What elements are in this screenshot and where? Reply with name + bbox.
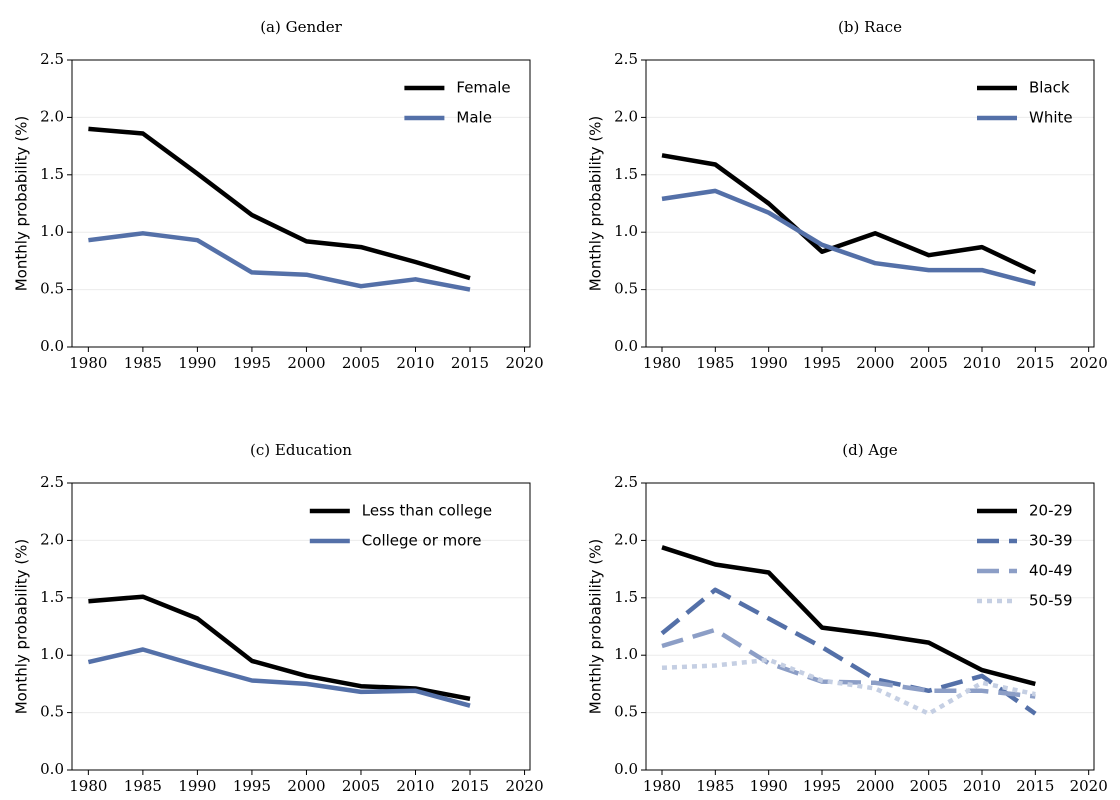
x-tick-label: 2020 xyxy=(1070,777,1108,795)
x-tick-label: 2005 xyxy=(342,354,380,372)
x-tick-label: 2015 xyxy=(1016,777,1054,795)
y-tick-label: 2.0 xyxy=(614,530,638,548)
x-tick-label: 1980 xyxy=(643,777,681,795)
y-tick-label: 0.0 xyxy=(40,760,64,778)
x-tick-label: 1985 xyxy=(124,777,162,795)
data-line xyxy=(88,126,471,281)
legend-label: 20-29 xyxy=(1029,502,1073,520)
legend-label: White xyxy=(1029,109,1073,127)
x-tick-label: 1990 xyxy=(750,354,788,372)
x-tick-label: 2005 xyxy=(910,777,948,795)
x-tick-label: 2020 xyxy=(505,354,543,372)
x-tick-label: 2000 xyxy=(856,777,894,795)
data-line xyxy=(88,594,471,702)
x-tick-label: 1980 xyxy=(643,354,681,372)
x-tick-label: 2010 xyxy=(963,354,1001,372)
axes-frame xyxy=(71,482,531,771)
y-tick-label: 2.0 xyxy=(40,530,64,548)
x-tick-label: 2000 xyxy=(856,354,894,372)
x-tick-label: 2000 xyxy=(287,354,325,372)
panel: (d) Age Monthly probability (%) 0.0 0.5 1.0 1… xyxy=(587,441,1108,795)
x-tick-label: 2005 xyxy=(342,777,380,795)
y-tick-label: 2.5 xyxy=(40,473,64,491)
y-tick-label: 1.5 xyxy=(40,165,64,183)
x-tick-label: 1985 xyxy=(696,777,734,795)
legend-label: College or more xyxy=(362,532,482,550)
panel-title: (b) Race xyxy=(838,18,902,36)
x-tick-label: 1985 xyxy=(124,354,162,372)
y-axis-label: Monthly probability (%) xyxy=(587,116,605,292)
x-tick-label: 1995 xyxy=(803,354,841,372)
x-tick-label: 1990 xyxy=(178,777,216,795)
y-axis-label: Monthly probability (%) xyxy=(13,539,31,715)
y-tick-label: 1.5 xyxy=(614,588,638,606)
legend-label: Black xyxy=(1029,79,1070,97)
data-line xyxy=(87,647,471,708)
x-tick-label: 1990 xyxy=(178,354,216,372)
y-tick-label: 1.5 xyxy=(614,165,638,183)
x-tick-label: 2020 xyxy=(1070,354,1108,372)
y-tick-label: 0.5 xyxy=(40,280,64,298)
x-tick-label: 1980 xyxy=(69,354,107,372)
panel: (b) Race Monthly probability (%) 0.0 0.5 1.0… xyxy=(587,18,1108,372)
x-tick-label: 2020 xyxy=(505,777,543,795)
x-tick-label: 2015 xyxy=(451,354,489,372)
axes-frame xyxy=(645,482,1095,771)
x-tick-label: 2010 xyxy=(963,777,1001,795)
y-tick-label: 0.0 xyxy=(40,337,64,355)
x-tick-label: 1995 xyxy=(803,777,841,795)
data-line xyxy=(661,188,1036,287)
y-tick-label: 1.0 xyxy=(40,222,64,240)
data-line xyxy=(661,153,1037,275)
y-tick-label: 0.0 xyxy=(614,337,638,355)
axes-frame xyxy=(71,59,531,348)
y-tick-label: 1.0 xyxy=(614,222,638,240)
panel-title: (a) Gender xyxy=(260,18,342,36)
panel-title: (c) Education xyxy=(250,441,352,459)
data-line xyxy=(88,231,471,292)
y-tick-label: 2.0 xyxy=(614,107,638,125)
x-tick-label: 1985 xyxy=(696,354,734,372)
data-line xyxy=(661,657,1036,716)
data-line xyxy=(661,545,1036,687)
legend-label: Female xyxy=(456,79,510,97)
x-tick-label: 2010 xyxy=(396,777,434,795)
y-tick-label: 0.5 xyxy=(40,703,64,721)
x-tick-label: 2010 xyxy=(396,354,434,372)
y-tick-label: 1.0 xyxy=(614,645,638,663)
legend-label: Less than college xyxy=(362,502,492,520)
x-tick-label: 1995 xyxy=(233,777,271,795)
y-tick-label: 2.0 xyxy=(40,107,64,125)
y-tick-label: 0.5 xyxy=(614,280,638,298)
legend-label: 30-39 xyxy=(1029,532,1073,550)
panel: (c) Education Monthly probability (%) 0.0 0… xyxy=(13,441,544,795)
x-tick-label: 2015 xyxy=(451,777,489,795)
legend-label: Male xyxy=(456,109,492,127)
panel-title: (d) Age xyxy=(842,441,898,459)
y-tick-label: 2.5 xyxy=(614,50,638,68)
x-tick-label: 1990 xyxy=(750,777,788,795)
y-tick-label: 2.5 xyxy=(614,473,638,491)
x-tick-label: 2000 xyxy=(287,777,325,795)
x-tick-label: 1995 xyxy=(233,354,271,372)
y-tick-label: 1.5 xyxy=(40,588,64,606)
x-tick-label: 1980 xyxy=(69,777,107,795)
y-tick-label: 2.5 xyxy=(40,50,64,68)
data-line xyxy=(660,587,1037,716)
legend-label: 50-59 xyxy=(1029,592,1073,610)
x-tick-label: 2005 xyxy=(910,354,948,372)
data-line xyxy=(661,627,1036,699)
y-tick-label: 0.5 xyxy=(614,703,638,721)
y-axis-label: Monthly probability (%) xyxy=(587,539,605,715)
x-tick-label: 2015 xyxy=(1016,354,1054,372)
y-tick-label: 1.0 xyxy=(40,645,64,663)
axes-frame xyxy=(645,59,1095,348)
y-tick-label: 0.0 xyxy=(614,760,638,778)
panel: (a) Gender Monthly probability (%) 0.0 0.5 1… xyxy=(13,18,544,372)
y-axis-label: Monthly probability (%) xyxy=(13,116,31,292)
legend-label: 40-49 xyxy=(1029,562,1073,580)
